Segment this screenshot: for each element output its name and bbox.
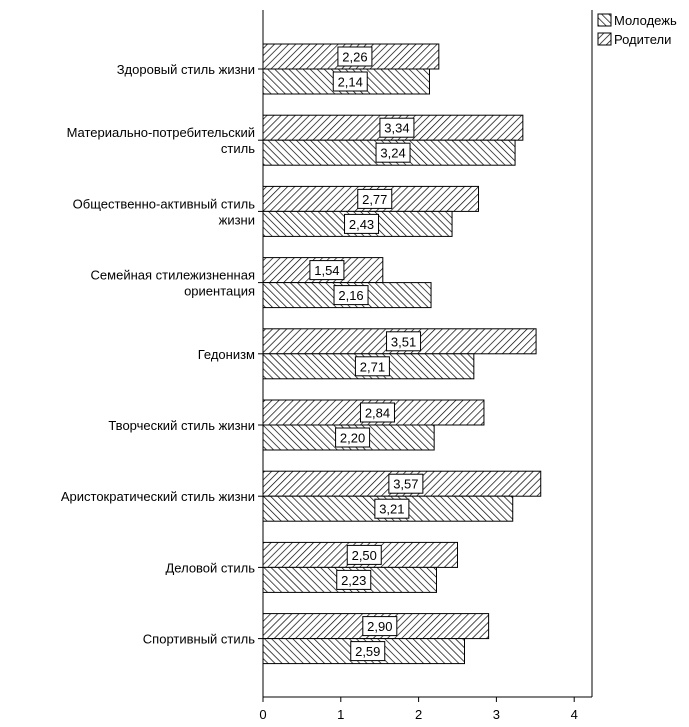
data-label: 2,77 [362,192,387,207]
category-label: Аристократический стиль жизни [61,489,255,504]
category-labels: Здоровый стиль жизни Материально-потребит… [61,62,263,647]
data-label: 2,14 [338,75,363,90]
data-label: 3,21 [379,502,404,517]
data-label: 3,24 [380,146,405,161]
data-label-box [379,117,415,138]
category-label: Деловой стиль [165,560,255,575]
data-label-box [374,498,410,519]
category-label: жизни [219,212,255,227]
data-label: 3,51 [391,334,416,349]
data-label-box [375,142,411,163]
category-label: Спортивный стиль [143,632,255,647]
data-label-box [333,285,369,306]
category-label: Творческий стиль жизни [108,418,255,433]
data-label: 3,34 [384,121,409,136]
data-label-box [344,213,380,234]
data-label: 2,23 [341,573,366,588]
category-label: Гедонизм [198,347,255,362]
data-label-box [332,71,368,92]
bars-layer: 2,26 2,14 3,34 3,24 2,77 2,43 1,54 2,16 3,51 2,71… [262,43,542,665]
data-label: 2,16 [338,288,363,303]
data-label-box [336,569,372,590]
category-label: Материально-потребительский [67,125,255,140]
data-label: 2,71 [360,359,385,374]
data-label-box [386,331,422,352]
legend-swatch [597,13,612,27]
data-label: 1,54 [314,263,339,278]
category-label: Здоровый стиль жизни [117,62,255,77]
x-tick-label: 3 [493,707,500,722]
data-label: 2,20 [340,431,365,446]
legend: Молодежь Родители [597,13,677,47]
data-label: 2,26 [342,50,367,65]
data-label: 2,50 [352,548,377,563]
data-label-box [350,641,386,662]
category-label: Семейная стилежизненная [91,268,255,283]
data-label-box [335,427,371,448]
data-label-box [346,544,382,565]
data-label-box [359,402,395,423]
data-label: 2,43 [349,217,374,232]
data-label-box [337,46,373,67]
category-label: ориентация [184,284,255,299]
data-label: 3,57 [393,477,418,492]
data-label-box [309,260,345,281]
legend-label: Молодежь [614,13,677,28]
x-tick-label: 4 [571,707,578,722]
category-label: Общественно-активный стиль [73,196,256,211]
data-label-box [388,473,424,494]
data-label-box [354,356,390,377]
legend-swatch [597,32,612,46]
data-label: 2,84 [365,406,390,421]
data-label-box [362,616,398,637]
data-label: 2,59 [355,644,380,659]
data-label: 2,90 [367,619,392,634]
legend-label: Родители [614,32,671,47]
data-label-box [357,188,393,209]
x-tick-label: 0 [259,707,266,722]
category-label: стиль [221,141,255,156]
x-axis-ticks: 0 1 2 3 4 [259,697,578,722]
x-tick-label: 2 [415,707,422,722]
x-tick-label: 1 [337,707,344,722]
